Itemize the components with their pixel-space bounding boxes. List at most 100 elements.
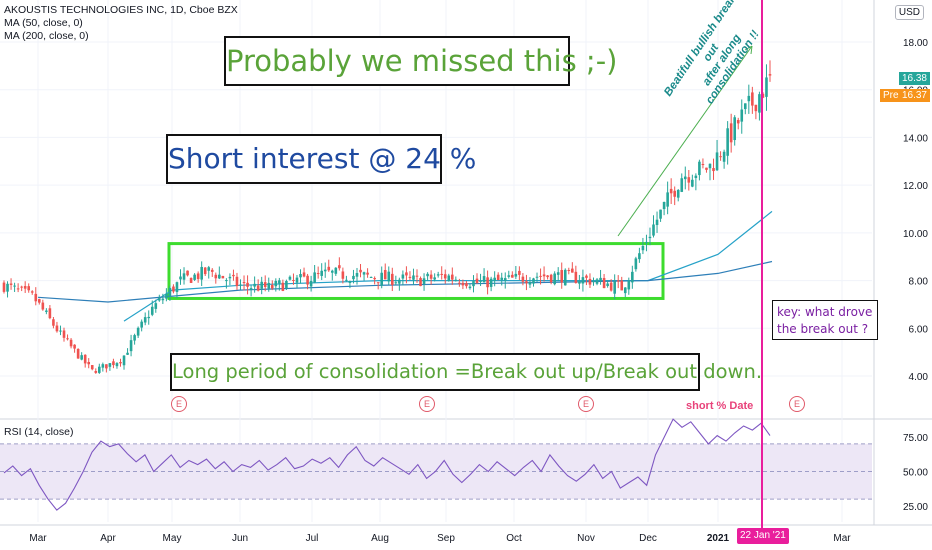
rsi-tick-label: 75.00 xyxy=(903,433,928,444)
candle-body xyxy=(405,272,408,276)
candle-body xyxy=(736,119,740,124)
ma200-legend[interactable]: MA (200, close, 0) xyxy=(4,30,89,42)
candle-body xyxy=(193,274,196,280)
candle-body xyxy=(150,306,154,315)
candle-body xyxy=(37,299,41,303)
candle-body xyxy=(143,317,147,323)
candle-body xyxy=(645,241,648,243)
missed-callout[interactable]: Probably we missed this ;-) xyxy=(224,36,618,86)
candle-body xyxy=(210,269,214,272)
candle-body xyxy=(447,275,451,281)
candle-body xyxy=(256,285,260,291)
candle-body xyxy=(398,279,401,284)
candle-body xyxy=(52,319,55,326)
candle-body xyxy=(535,276,539,278)
consolidation-box xyxy=(167,242,665,300)
candle-body xyxy=(401,274,405,279)
candle-body xyxy=(232,274,235,277)
ma50-line xyxy=(123,210,773,322)
price-tick-label: 10.00 xyxy=(903,229,928,240)
price-tick-label: 14.00 xyxy=(903,133,928,144)
candle-body xyxy=(458,282,461,284)
candle-body xyxy=(602,278,606,289)
candle-body xyxy=(666,192,669,207)
ma50-legend[interactable]: MA (50, close, 0) xyxy=(4,17,83,29)
candle-body xyxy=(87,361,91,365)
candle-body xyxy=(740,109,744,122)
candle-body xyxy=(479,280,482,282)
time-tick-label: 2021 xyxy=(707,533,730,544)
earnings-marker[interactable]: E xyxy=(789,396,805,412)
consolidation-callout[interactable]: Long period of consolidation =Break out … xyxy=(170,353,762,391)
candle-body xyxy=(376,282,380,284)
candle-body xyxy=(299,274,302,278)
time-tick-label: Mar xyxy=(833,533,851,544)
candle-body xyxy=(48,308,52,319)
candle-body xyxy=(83,354,87,364)
candle-body xyxy=(260,281,263,289)
candle-body xyxy=(295,277,299,283)
candle-body xyxy=(80,355,83,360)
candle-body xyxy=(105,364,108,369)
candle-body xyxy=(606,283,609,287)
rsi-legend[interactable]: RSI (14, close) xyxy=(4,426,74,438)
short-date-label: short % Date xyxy=(686,400,754,412)
candle-body xyxy=(436,274,440,276)
candle-body xyxy=(165,293,168,299)
candle-body xyxy=(369,276,373,278)
candle-body xyxy=(662,201,666,210)
currency-button[interactable]: USD xyxy=(894,5,924,20)
premarket-price-tag: 16.37 xyxy=(898,89,930,102)
time-tick-label: Jun xyxy=(232,533,248,544)
candle-body xyxy=(30,291,34,293)
candle-body xyxy=(182,273,186,280)
candle-body xyxy=(200,266,203,280)
candle-body xyxy=(592,281,595,283)
candle-body xyxy=(98,366,101,373)
candle-body xyxy=(525,281,528,284)
candle-body xyxy=(154,303,158,309)
candle-body xyxy=(465,283,468,287)
price-tick-label: 18.00 xyxy=(903,38,928,49)
candle-body xyxy=(708,163,712,169)
earnings-marker[interactable]: E xyxy=(171,396,187,412)
candle-body xyxy=(327,266,331,271)
candle-body xyxy=(330,270,334,273)
breakout-arrow-shaft xyxy=(617,45,753,237)
candle-body xyxy=(228,276,232,279)
candle-body xyxy=(316,273,320,275)
rsi-pane: 25.00 50.00 75.00 xyxy=(0,418,928,513)
candle-body xyxy=(189,278,193,283)
key-question-callout[interactable]: key: what drove the break out ? xyxy=(772,300,878,340)
candle-body xyxy=(496,274,500,281)
candle-body xyxy=(655,219,659,226)
candle-body xyxy=(433,277,436,280)
candle-body xyxy=(733,117,737,141)
earnings-marker[interactable]: E xyxy=(419,396,435,412)
candle-body xyxy=(680,178,684,192)
candle-body xyxy=(387,271,391,282)
candle-body xyxy=(588,278,592,285)
rsi-tick-label: 50.00 xyxy=(903,468,928,479)
candle-body xyxy=(567,269,571,271)
candle-body xyxy=(715,152,719,171)
candle-body xyxy=(719,156,722,158)
candle-body xyxy=(581,277,585,284)
candle-body xyxy=(729,123,733,143)
candle-body xyxy=(341,271,345,279)
candle-body xyxy=(454,279,458,281)
candle-body xyxy=(6,283,9,292)
short-interest-callout[interactable]: Short interest @ 24 % xyxy=(166,134,476,184)
candle-body xyxy=(218,274,221,279)
candle-body xyxy=(292,279,295,281)
candle-body xyxy=(676,189,680,198)
symbol-title[interactable]: AKOUSTIS TECHNOLOGIES INC, 1D, Cboe BZX xyxy=(4,4,238,16)
candle-body xyxy=(348,281,352,283)
candle-body xyxy=(698,161,701,176)
candle-body xyxy=(108,363,112,367)
candle-body xyxy=(687,177,691,183)
earnings-marker[interactable]: E xyxy=(578,396,594,412)
candle-body xyxy=(13,285,16,287)
candle-body xyxy=(270,284,274,289)
